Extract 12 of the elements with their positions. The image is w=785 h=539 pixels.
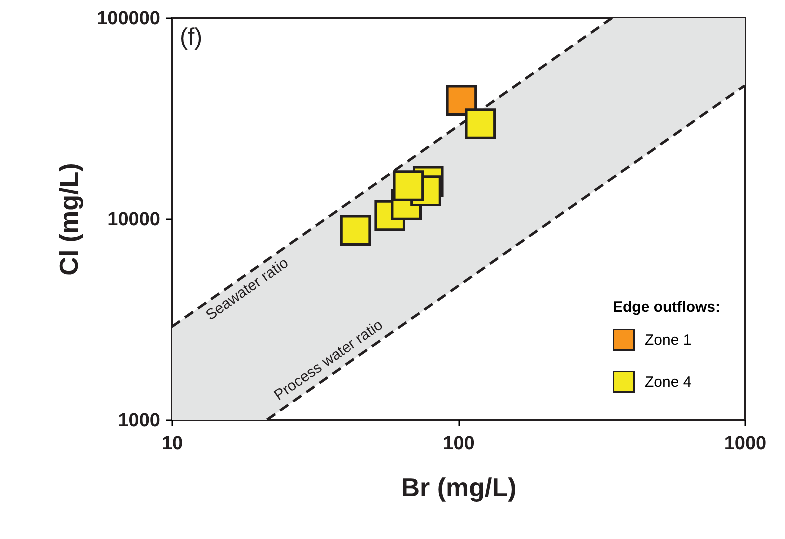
legend-label: Zone 4 bbox=[645, 374, 692, 391]
legend-title: Edge outflows: bbox=[613, 299, 720, 316]
legend-label: Zone 1 bbox=[645, 332, 692, 349]
x-tick-label: 10 bbox=[162, 434, 184, 454]
y-tick-label: 100000 bbox=[97, 8, 160, 30]
y-tick-label: 1000 bbox=[118, 410, 160, 432]
y-tick-label: 10000 bbox=[108, 210, 160, 230]
annotation: (f) bbox=[180, 24, 203, 51]
x-axis-title: Br (mg/L) bbox=[401, 472, 517, 502]
y-axis-title: Cl (mg/L) bbox=[54, 163, 84, 276]
x-tick-label: 100 bbox=[443, 434, 475, 454]
x-tick-label: 1000 bbox=[724, 434, 767, 454]
